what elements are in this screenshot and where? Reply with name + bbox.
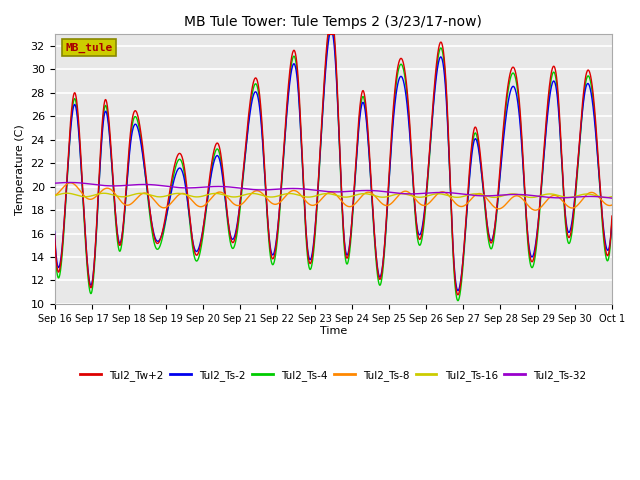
Title: MB Tule Tower: Tule Temps 2 (3/23/17-now): MB Tule Tower: Tule Temps 2 (3/23/17-now…	[184, 15, 482, 29]
Y-axis label: Temperature (C): Temperature (C)	[15, 124, 25, 215]
Text: MB_tule: MB_tule	[66, 42, 113, 53]
X-axis label: Time: Time	[319, 326, 347, 336]
Legend: Tul2_Tw+2, Tul2_Ts-2, Tul2_Ts-4, Tul2_Ts-8, Tul2_Ts-16, Tul2_Ts-32: Tul2_Tw+2, Tul2_Ts-2, Tul2_Ts-4, Tul2_Ts…	[76, 366, 591, 385]
